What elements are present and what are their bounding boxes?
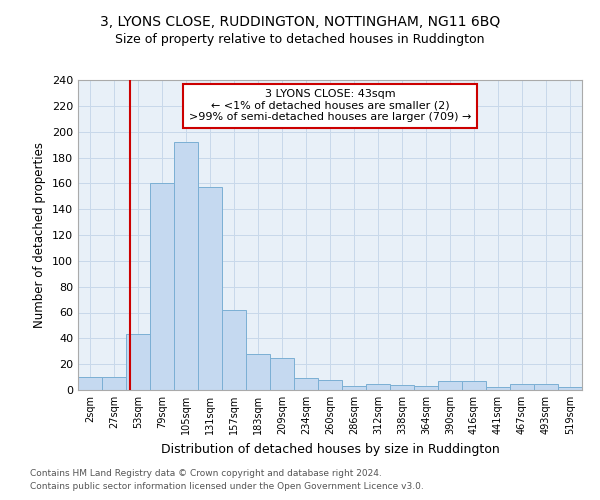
- Bar: [462, 381, 486, 390]
- Bar: [270, 358, 294, 390]
- Bar: [102, 377, 126, 390]
- Bar: [558, 388, 582, 390]
- Text: Contains public sector information licensed under the Open Government Licence v3: Contains public sector information licen…: [30, 482, 424, 491]
- Bar: [222, 310, 246, 390]
- Text: 3 LYONS CLOSE: 43sqm
← <1% of detached houses are smaller (2)
>99% of semi-detac: 3 LYONS CLOSE: 43sqm ← <1% of detached h…: [189, 90, 471, 122]
- Y-axis label: Number of detached properties: Number of detached properties: [34, 142, 46, 328]
- Bar: [126, 334, 150, 390]
- Bar: [342, 386, 366, 390]
- Bar: [198, 187, 222, 390]
- Bar: [510, 384, 534, 390]
- Bar: [486, 388, 510, 390]
- Bar: [294, 378, 318, 390]
- Bar: [150, 184, 174, 390]
- Bar: [438, 381, 462, 390]
- Bar: [534, 384, 558, 390]
- Bar: [78, 377, 102, 390]
- Bar: [366, 384, 390, 390]
- Bar: [246, 354, 270, 390]
- X-axis label: Distribution of detached houses by size in Ruddington: Distribution of detached houses by size …: [161, 442, 499, 456]
- Text: Contains HM Land Registry data © Crown copyright and database right 2024.: Contains HM Land Registry data © Crown c…: [30, 468, 382, 477]
- Text: Size of property relative to detached houses in Ruddington: Size of property relative to detached ho…: [115, 32, 485, 46]
- Bar: [414, 386, 438, 390]
- Bar: [318, 380, 342, 390]
- Text: 3, LYONS CLOSE, RUDDINGTON, NOTTINGHAM, NG11 6BQ: 3, LYONS CLOSE, RUDDINGTON, NOTTINGHAM, …: [100, 15, 500, 29]
- Bar: [390, 385, 414, 390]
- Bar: [174, 142, 198, 390]
